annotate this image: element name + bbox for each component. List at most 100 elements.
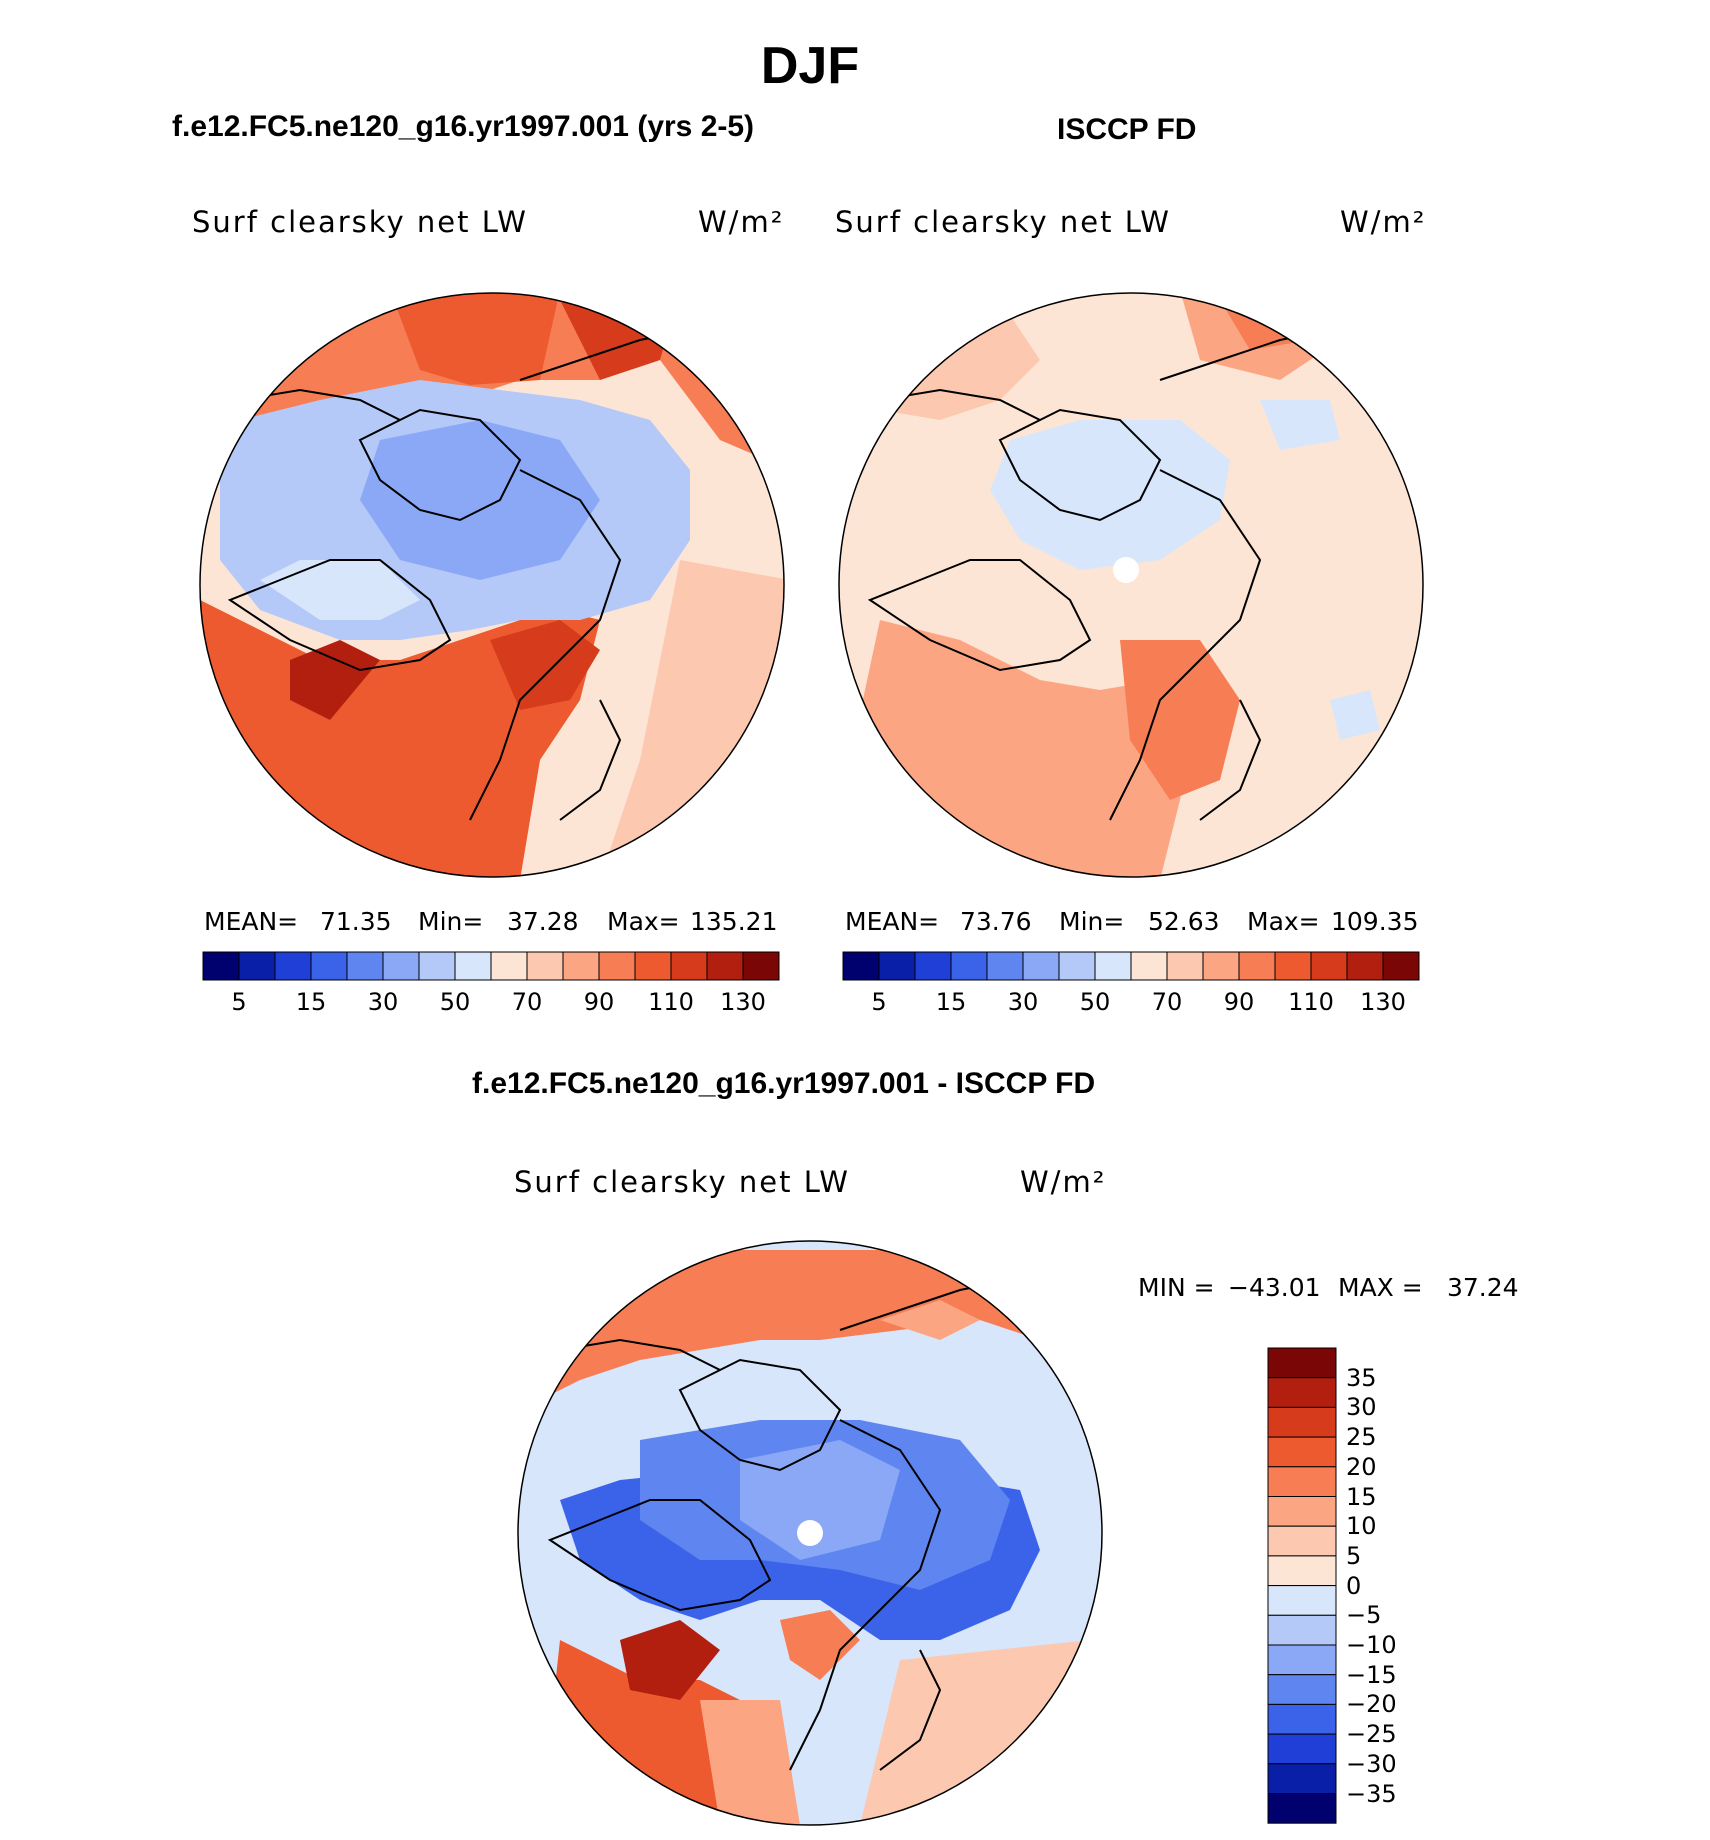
- obs-colorbar-tick-label: 15: [935, 988, 967, 1016]
- model-mean-value: 71.35: [320, 907, 392, 936]
- diff-min-value: −43.01: [1228, 1273, 1321, 1302]
- obs-colorbar-tick-label: 30: [1007, 988, 1039, 1016]
- diff-units-label: W/m²: [1020, 1165, 1107, 1199]
- diff-colorbar-tick-label: −20: [1346, 1690, 1397, 1719]
- diff-colorbar-swatch: [1267, 1585, 1337, 1616]
- obs-units-label: W/m²: [1340, 205, 1427, 239]
- diff-colorbar-tick-label: −35: [1346, 1779, 1397, 1808]
- diff-variable-label: Surf clearsky net LW: [514, 1165, 850, 1199]
- model-colorbar-swatch: [742, 951, 780, 981]
- obs-map-boundary: [838, 292, 1424, 878]
- figure-title: DJF: [760, 37, 860, 95]
- diff-colorbar-swatch: [1267, 1674, 1337, 1705]
- obs-panel-title: ISCCP FD: [1057, 113, 1197, 146]
- diff-colorbar-tick-label: −5: [1346, 1601, 1382, 1630]
- model-colorbar-tick-label: 5: [231, 988, 247, 1016]
- model-colorbar: [202, 951, 780, 981]
- obs-colorbar-swatch: [986, 951, 1024, 981]
- diff-max-label: MAX =: [1338, 1273, 1423, 1302]
- model-colorbar-swatch: [490, 951, 528, 981]
- model-colorbar-swatch: [706, 951, 744, 981]
- diff-map-boundary: [517, 1240, 1103, 1826]
- model-colorbar-swatch: [418, 951, 456, 981]
- diff-colorbar-swatch: [1267, 1377, 1337, 1408]
- diff-colorbar-swatch: [1267, 1703, 1337, 1735]
- model-units-label: W/m²: [698, 205, 785, 239]
- obs-colorbar-swatch: [1346, 951, 1384, 981]
- obs-min-value: 52.63: [1148, 907, 1220, 936]
- obs-colorbar-swatch: [1022, 951, 1060, 981]
- obs-colorbar-swatch: [1130, 951, 1168, 981]
- diff-colorbar-tick-label: 30: [1346, 1393, 1377, 1422]
- diff-colorbar-swatch: [1267, 1347, 1337, 1379]
- model-colorbar-swatch: [454, 951, 492, 981]
- diff-colorbar-swatch: [1267, 1406, 1337, 1438]
- model-colorbar-swatch: [634, 951, 672, 981]
- model-colorbar-tick-label: 15: [295, 988, 327, 1016]
- model-map-boundary: [199, 292, 785, 878]
- model-colorbar-swatch: [346, 951, 384, 981]
- model-max-value: 135.21: [690, 907, 778, 936]
- model-min-value: 37.28: [507, 907, 579, 936]
- model-colorbar-swatch: [274, 951, 312, 981]
- diff-panel-title: f.e12.FC5.ne120_g16.yr1997.001 - ISCCP F…: [472, 1067, 1096, 1100]
- obs-colorbar-tick-label: 130: [1360, 988, 1406, 1016]
- obs-colorbar-swatch: [1058, 951, 1096, 981]
- diff-colorbar-tick-label: 15: [1346, 1482, 1377, 1511]
- model-polar-map: [200, 293, 784, 877]
- obs-colorbar-swatch: [1238, 951, 1276, 981]
- diff-colorbar-swatch: [1267, 1466, 1337, 1498]
- obs-max-value: 109.35: [1331, 907, 1419, 936]
- diff-colorbar-swatch: [1267, 1644, 1337, 1676]
- model-colorbar-tick-label: 110: [648, 988, 694, 1016]
- obs-colorbar-tick-label: 50: [1079, 988, 1111, 1016]
- obs-colorbar-tick-label: 5: [871, 988, 887, 1016]
- model-colorbar-swatch: [310, 951, 348, 981]
- diff-colorbar-swatch: [1267, 1793, 1337, 1824]
- model-variable-label: Surf clearsky net LW: [192, 205, 528, 239]
- obs-colorbar-tick-label: 110: [1288, 988, 1334, 1016]
- diff-colorbar-tick-label: 35: [1346, 1363, 1377, 1392]
- obs-mean-value: 73.76: [960, 907, 1032, 936]
- diff-min-label: MIN =: [1138, 1273, 1215, 1302]
- model-colorbar-swatch: [670, 951, 708, 981]
- obs-colorbar-swatch: [950, 951, 988, 981]
- diff-colorbar-tick-label: −10: [1346, 1631, 1397, 1659]
- model-colorbar-swatch: [238, 951, 276, 981]
- model-min-label: Min=: [418, 907, 484, 936]
- diff-polar-map: [518, 1241, 1102, 1825]
- model-panel-title: f.e12.FC5.ne120_g16.yr1997.001 (yrs 2-5): [172, 110, 755, 143]
- model-colorbar-tick-label: 70: [511, 988, 543, 1016]
- obs-colorbar-swatch: [1274, 951, 1312, 981]
- obs-colorbar-swatch: [1094, 951, 1132, 981]
- diff-colorbar-tick-label: 0: [1346, 1571, 1362, 1600]
- diff-colorbar-swatch: [1267, 1763, 1337, 1795]
- model-colorbar-swatch: [202, 951, 240, 981]
- model-mean-label: MEAN=: [204, 907, 299, 936]
- obs-min-label: Min=: [1059, 907, 1125, 936]
- obs-colorbar: [842, 951, 1420, 981]
- obs-colorbar-tick-label: 90: [1223, 988, 1255, 1016]
- diff-max-value: 37.24: [1447, 1273, 1519, 1302]
- obs-mean-label: MEAN=: [845, 907, 940, 936]
- model-colorbar-tick-label: 90: [583, 988, 615, 1016]
- diff-colorbar-swatch: [1267, 1525, 1337, 1557]
- obs-pole-hole: [1113, 557, 1139, 583]
- diff-colorbar-tick-label: 10: [1346, 1512, 1377, 1541]
- diff-colorbar-swatch: [1267, 1436, 1337, 1468]
- model-colorbar-swatch: [526, 951, 564, 981]
- diff-colorbar-tick-label: −15: [1346, 1660, 1397, 1689]
- obs-colorbar-swatch: [878, 951, 916, 981]
- diff-coastlines: [547, 1279, 1011, 1771]
- diff-colorbar-tick-label: 5: [1346, 1541, 1362, 1570]
- diff-colorbar-swatch: [1267, 1496, 1337, 1527]
- model-colorbar-swatch: [382, 951, 420, 981]
- model-max-label: Max=: [607, 907, 680, 936]
- obs-max-label: Max=: [1247, 907, 1320, 936]
- model-colorbar-swatch: [598, 951, 636, 981]
- diff-pole-hole: [797, 1520, 823, 1546]
- diff-colorbar: [1267, 1347, 1337, 1824]
- diff-colorbar-swatch: [1267, 1614, 1337, 1646]
- diff-colorbar-swatch: [1267, 1555, 1337, 1587]
